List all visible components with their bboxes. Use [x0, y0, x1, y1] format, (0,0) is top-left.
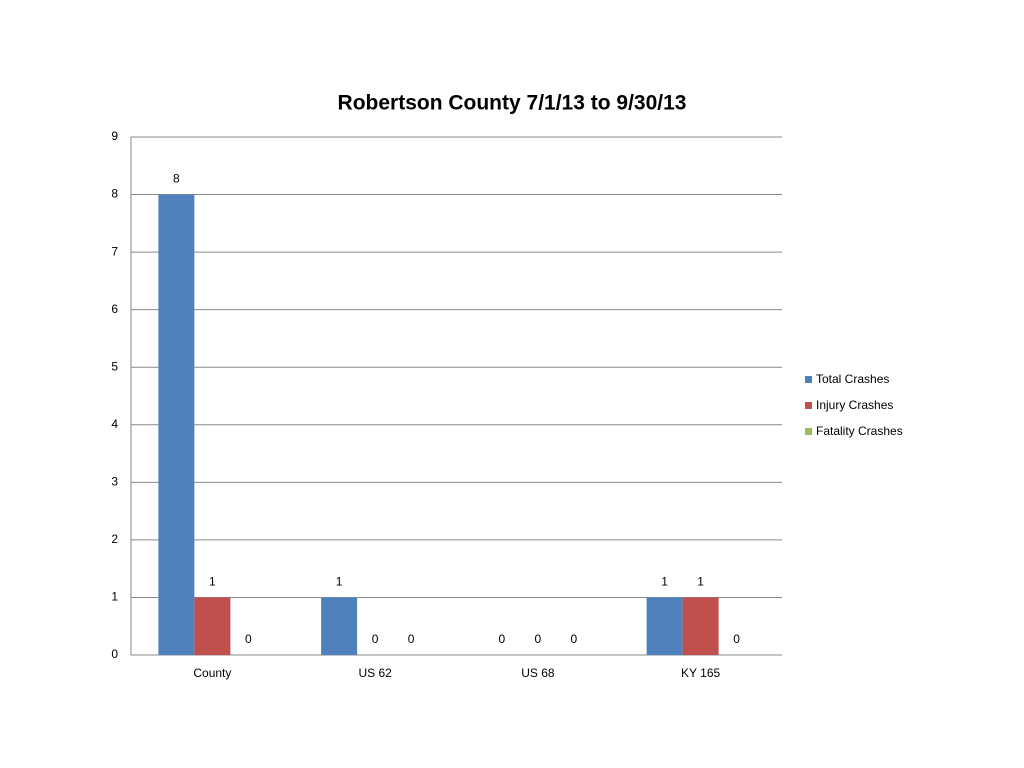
x-tick-label: County [193, 666, 231, 680]
data-label: 0 [535, 632, 542, 646]
data-label: 0 [733, 632, 740, 646]
y-tick-label: 2 [111, 532, 118, 546]
x-tick-label: US 68 [521, 666, 555, 680]
data-label: 1 [697, 575, 704, 589]
y-tick-label: 1 [111, 590, 118, 604]
legend-swatch [805, 376, 812, 383]
data-label: 8 [173, 172, 180, 186]
data-label: 1 [336, 575, 343, 589]
y-tick-label: 5 [111, 359, 118, 373]
legend-label: Fatality Crashes [816, 424, 903, 438]
data-label: 0 [571, 632, 578, 646]
y-tick-label: 6 [111, 302, 118, 316]
data-label: 0 [372, 632, 379, 646]
legend-swatch [805, 402, 812, 409]
x-tick-label: US 62 [358, 666, 392, 680]
data-label: 0 [408, 632, 415, 646]
bar [194, 597, 231, 655]
bar [646, 597, 683, 655]
chart-title: Robertson County 7/1/13 to 9/30/13 [338, 92, 687, 115]
legend-label: Total Crashes [816, 372, 889, 386]
data-label: 1 [209, 575, 216, 589]
bar [321, 597, 358, 655]
data-label: 1 [661, 575, 668, 589]
data-label: 0 [245, 632, 252, 646]
data-label: 0 [499, 632, 506, 646]
y-tick-label: 9 [111, 129, 118, 143]
x-tick-label: KY 165 [681, 666, 720, 680]
bar [158, 194, 195, 656]
bar [682, 597, 719, 655]
y-tick-label: 4 [111, 417, 118, 431]
y-tick-label: 3 [111, 475, 118, 489]
y-tick-label: 8 [111, 187, 118, 201]
y-tick-label: 0 [111, 647, 118, 661]
legend-label: Injury Crashes [816, 398, 893, 412]
legend-swatch [805, 428, 812, 435]
y-tick-label: 7 [111, 244, 118, 258]
